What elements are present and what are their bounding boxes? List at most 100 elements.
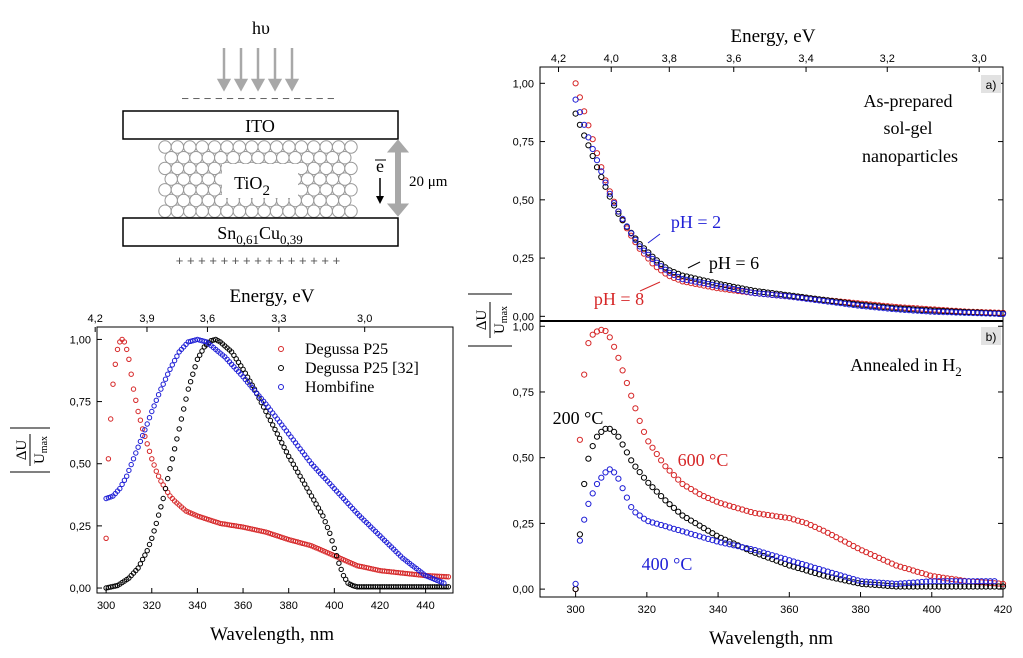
data-point	[867, 303, 874, 310]
data-point	[850, 301, 857, 308]
data-point	[965, 578, 972, 585]
data-point	[632, 509, 639, 516]
data-point	[645, 438, 652, 445]
data-point	[841, 300, 849, 307]
nanoparticle-sphere	[294, 204, 309, 218]
data-point	[158, 478, 164, 484]
panel-a-label-bg	[981, 75, 1001, 93]
data-point	[281, 535, 287, 541]
data-point	[700, 534, 707, 541]
data-point	[944, 575, 951, 582]
data-point	[602, 327, 609, 335]
top-tick-label: 3,0	[971, 53, 986, 65]
data-point	[130, 386, 137, 392]
data-point	[121, 477, 128, 483]
y-tick-label: 0,00	[70, 583, 91, 595]
data-point	[675, 508, 682, 515]
y-tick-label: 1,00	[513, 321, 534, 333]
data-point	[645, 251, 652, 258]
t400-label: 400 °C	[642, 554, 693, 574]
data-point	[675, 526, 682, 534]
data-point	[119, 481, 125, 488]
y-tick-label: 1,00	[513, 78, 534, 90]
data-point	[743, 545, 750, 552]
legend-label: Degussa P25	[305, 341, 388, 358]
data-point	[153, 468, 160, 474]
legend-label: Hombifine	[305, 379, 374, 396]
nanoparticle-sphere	[245, 204, 259, 218]
right-spectrum-chart: Energy, eV 0,00 0,25 0,50 0,75 1,00 4,2 4,0 3,8…	[468, 26, 1012, 649]
data-point	[146, 415, 153, 421]
panel-a-label: a)	[986, 78, 997, 92]
data-point	[585, 340, 592, 347]
data-point	[658, 263, 665, 270]
data-point	[897, 563, 904, 570]
data-point	[705, 281, 712, 288]
data-point	[137, 417, 144, 423]
data-point	[137, 438, 144, 445]
data-point	[948, 578, 955, 585]
data-point	[593, 164, 601, 171]
data-point	[867, 578, 874, 586]
ito-layer	[122, 110, 399, 140]
data-point	[880, 579, 887, 587]
data-point	[918, 578, 925, 586]
data-point	[572, 580, 579, 588]
data-point	[128, 371, 134, 377]
data-point	[615, 433, 622, 440]
data-point	[292, 465, 299, 471]
panel-a-ticks: 0,00 0,25 0,50 0,75 1,00 4,2 4,0 3,8 3,6 3,4 3,2 3,…	[513, 53, 1003, 323]
top-tick-label: 4,2	[551, 53, 566, 65]
data-point	[692, 488, 699, 495]
data-point	[965, 309, 972, 316]
data-point	[598, 173, 605, 181]
ph6-pointer	[687, 261, 701, 269]
data-point	[112, 583, 119, 589]
data-point	[970, 578, 977, 585]
data-point	[581, 371, 588, 378]
data-point	[730, 286, 737, 293]
data-point	[923, 571, 930, 578]
data-point	[598, 326, 605, 333]
data-point	[114, 346, 121, 353]
data-point	[970, 309, 977, 317]
right-y-axis-title: ΔU Umax	[468, 293, 512, 347]
data-point	[160, 381, 166, 387]
data-point	[142, 552, 148, 558]
data-point	[124, 346, 130, 353]
data-point	[272, 532, 278, 538]
data-point	[105, 456, 112, 462]
data-point	[833, 299, 840, 306]
data-point	[640, 474, 648, 481]
x-tick-label: 360	[780, 604, 798, 616]
data-point	[276, 435, 283, 442]
svg-text:ΔU: ΔU	[474, 310, 490, 331]
data-point	[628, 392, 635, 399]
data-point	[978, 578, 985, 585]
data-point	[338, 566, 344, 573]
data-point	[572, 110, 579, 117]
left-top-axis-title: Energy, eV	[230, 286, 315, 307]
data-point	[270, 410, 276, 416]
data-point	[265, 413, 271, 419]
data-point	[199, 348, 205, 354]
data-point	[794, 517, 802, 524]
data-point	[267, 530, 274, 537]
top-tick-label: 4,2	[88, 313, 103, 325]
data-point	[905, 583, 913, 590]
data-point	[876, 579, 883, 586]
data-point	[283, 449, 290, 455]
data-point	[722, 540, 729, 547]
x-tick-label: 320	[143, 600, 161, 612]
panel-a-annotation-line2: sol-gel	[884, 118, 933, 138]
data-point	[948, 309, 955, 316]
top-tick-label: 3,2	[880, 53, 895, 65]
data-point	[331, 545, 337, 551]
data-point	[918, 583, 925, 590]
nanoparticle-sphere	[158, 204, 172, 218]
data-point	[249, 382, 255, 388]
data-point	[730, 503, 737, 511]
top-tick-label: 4,0	[604, 53, 619, 65]
data-point	[606, 466, 613, 473]
data-point	[692, 532, 699, 539]
